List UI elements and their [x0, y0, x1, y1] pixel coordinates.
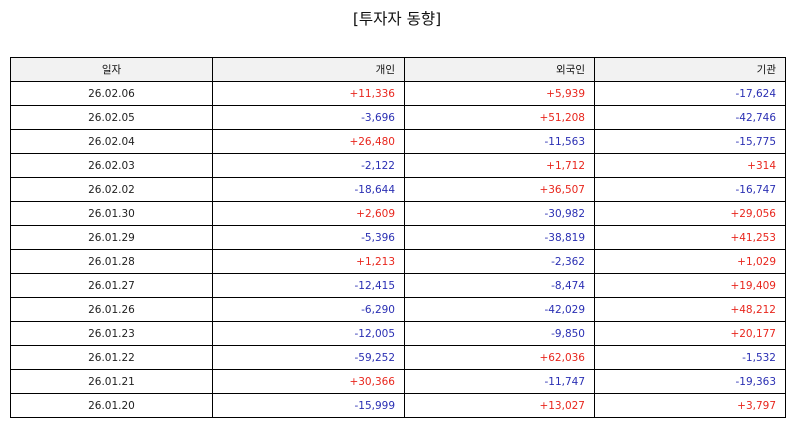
- foreign-cell: -42,029: [404, 297, 595, 322]
- column-header-foreign: 외국인: [404, 57, 595, 82]
- individual-cell: -6,290: [212, 297, 405, 322]
- page-title: [투자자 동향]: [352, 10, 442, 28]
- foreign-cell: +1,712: [404, 153, 595, 178]
- foreign-cell: -11,563: [404, 129, 595, 154]
- individual-cell: +26,480: [212, 129, 405, 154]
- table-row: 26.01.21 +30,366 -11,747 -19,363: [10, 369, 786, 394]
- foreign-cell: -11,747: [404, 369, 595, 394]
- institution-cell: +29,056: [594, 201, 786, 226]
- investor-trend-table: 일자 개인 외국인 기관 26.02.06 +11,336 +5,939 -17,62…: [10, 57, 786, 418]
- date-cell: 26.01.26: [10, 297, 213, 322]
- date-cell: 26.01.23: [10, 321, 213, 346]
- date-cell: 26.01.21: [10, 369, 213, 394]
- date-cell: 26.01.22: [10, 345, 213, 370]
- table-row: 26.01.23 -12,005 -9,850 +20,177: [10, 321, 786, 346]
- table-row: 26.02.02 -18,644 +36,507 -16,747: [10, 177, 786, 202]
- table-row: 26.01.20 -15,999 +13,027 +3,797: [10, 393, 786, 418]
- foreign-cell: -9,850: [404, 321, 595, 346]
- table-row: 26.01.29 -5,396 -38,819 +41,253: [10, 225, 786, 250]
- institution-cell: +314: [594, 153, 786, 178]
- individual-cell: -59,252: [212, 345, 405, 370]
- individual-cell: +2,609: [212, 201, 405, 226]
- column-header-individual: 개인: [212, 57, 405, 82]
- date-cell: 26.01.27: [10, 273, 213, 298]
- institution-cell: +1,029: [594, 249, 786, 274]
- foreign-cell: +5,939: [404, 81, 595, 106]
- institution-cell: +20,177: [594, 321, 786, 346]
- date-cell: 26.01.28: [10, 249, 213, 274]
- table-row: 26.01.30 +2,609 -30,982 +29,056: [10, 201, 786, 226]
- date-cell: 26.02.02: [10, 177, 213, 202]
- institution-cell: +48,212: [594, 297, 786, 322]
- foreign-cell: -38,819: [404, 225, 595, 250]
- table-row: 26.01.26 -6,290 -42,029 +48,212: [10, 297, 786, 322]
- individual-cell: -12,415: [212, 273, 405, 298]
- table-row: 26.02.04 +26,480 -11,563 -15,775: [10, 129, 786, 154]
- date-cell: 26.02.05: [10, 105, 213, 130]
- foreign-cell: -2,362: [404, 249, 595, 274]
- institution-cell: +19,409: [594, 273, 786, 298]
- column-header-institution: 기관: [594, 57, 786, 82]
- institution-cell: +3,797: [594, 393, 786, 418]
- column-header-date: 일자: [10, 57, 213, 82]
- table-row: 26.01.27 -12,415 -8,474 +19,409: [10, 273, 786, 298]
- foreign-cell: -30,982: [404, 201, 595, 226]
- individual-cell: -18,644: [212, 177, 405, 202]
- institution-cell: -16,747: [594, 177, 786, 202]
- individual-cell: -2,122: [212, 153, 405, 178]
- institution-cell: -1,532: [594, 345, 786, 370]
- table-row: 26.01.28 +1,213 -2,362 +1,029: [10, 249, 786, 274]
- date-cell: 26.02.03: [10, 153, 213, 178]
- foreign-cell: +13,027: [404, 393, 595, 418]
- date-cell: 26.01.20: [10, 393, 213, 418]
- table-header-row: 일자 개인 외국인 기관: [10, 57, 786, 82]
- individual-cell: -5,396: [212, 225, 405, 250]
- table-body: 26.02.06 +11,336 +5,939 -17,624 26.02.05 -3,6…: [10, 81, 786, 418]
- table-row: 26.01.22 -59,252 +62,036 -1,532: [10, 345, 786, 370]
- date-cell: 26.02.04: [10, 129, 213, 154]
- individual-cell: +11,336: [212, 81, 405, 106]
- foreign-cell: -8,474: [404, 273, 595, 298]
- institution-cell: +41,253: [594, 225, 786, 250]
- individual-cell: -15,999: [212, 393, 405, 418]
- foreign-cell: +36,507: [404, 177, 595, 202]
- table-row: 26.02.06 +11,336 +5,939 -17,624: [10, 81, 786, 106]
- date-cell: 26.02.06: [10, 81, 213, 106]
- institution-cell: -15,775: [594, 129, 786, 154]
- institution-cell: -17,624: [594, 81, 786, 106]
- foreign-cell: +62,036: [404, 345, 595, 370]
- foreign-cell: +51,208: [404, 105, 595, 130]
- table-row: 26.02.03 -2,122 +1,712 +314: [10, 153, 786, 178]
- institution-cell: -19,363: [594, 369, 786, 394]
- individual-cell: +1,213: [212, 249, 405, 274]
- date-cell: 26.01.29: [10, 225, 213, 250]
- individual-cell: +30,366: [212, 369, 405, 394]
- date-cell: 26.01.30: [10, 201, 213, 226]
- individual-cell: -3,696: [212, 105, 405, 130]
- institution-cell: -42,746: [594, 105, 786, 130]
- individual-cell: -12,005: [212, 321, 405, 346]
- table-row: 26.02.05 -3,696 +51,208 -42,746: [10, 105, 786, 130]
